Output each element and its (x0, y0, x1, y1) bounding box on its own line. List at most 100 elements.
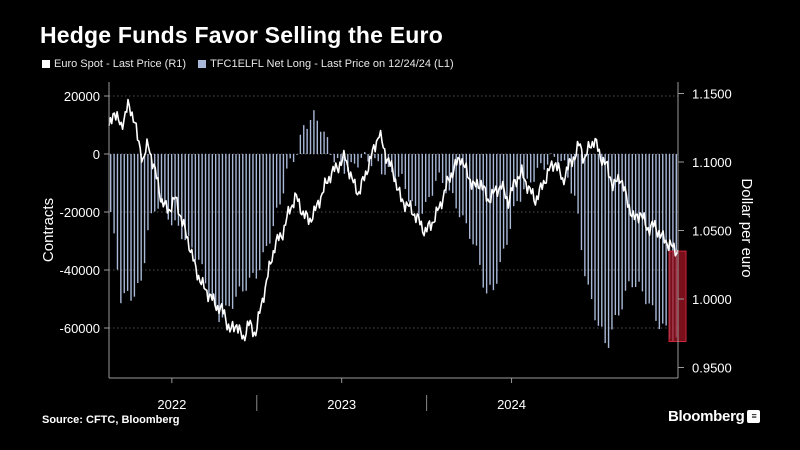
net-long-bar (543, 154, 545, 170)
net-long-bar (194, 154, 197, 261)
net-long-bar (394, 154, 396, 182)
net-long-bar (218, 154, 220, 323)
source-note: Source: CFTC, Bloomberg (42, 414, 180, 426)
net-long-bar (150, 154, 153, 214)
net-long-bar (431, 154, 434, 196)
net-long-bar (292, 154, 295, 163)
net-long-bar (492, 154, 495, 291)
net-long-bar (631, 154, 633, 288)
net-long-bar (211, 154, 213, 297)
left-tick-label: 20000 (64, 89, 100, 104)
left-tick-label: -60000 (60, 321, 100, 336)
net-long-bar (570, 154, 573, 194)
net-long-bar (164, 154, 166, 205)
net-long-bar (672, 154, 674, 342)
net-long-bar (154, 154, 156, 212)
net-long-bar (553, 154, 556, 157)
right-tick-label: 1.0000 (692, 292, 732, 307)
net-long-bar (255, 154, 258, 279)
net-long-bar (523, 154, 525, 190)
net-long-bar (604, 154, 606, 344)
net-long-bar (319, 131, 322, 154)
net-long-bar (208, 154, 210, 296)
net-long-bar (303, 125, 305, 154)
right-tick-label: 1.1500 (692, 87, 732, 102)
net-long-bar (533, 154, 535, 182)
net-long-bar (536, 154, 539, 168)
net-long-bar (614, 154, 617, 316)
net-long-bar (458, 154, 461, 218)
net-long-bar (594, 154, 596, 321)
net-long-bar (275, 154, 278, 208)
net-long-bar (380, 154, 383, 175)
net-long-bar (502, 154, 505, 249)
net-long-bar (336, 154, 339, 159)
net-long-bar (170, 154, 173, 226)
net-long-bar (601, 154, 603, 327)
net-long-bar (167, 154, 169, 220)
net-long-bar (414, 154, 417, 206)
net-long-bar (658, 154, 661, 330)
net-long-bar (550, 153, 552, 154)
left-tick-label: -20000 (60, 205, 100, 220)
net-long-bar (177, 154, 180, 226)
net-long-bar (489, 154, 491, 285)
net-long-bar (326, 137, 329, 154)
net-long-bar (411, 154, 413, 202)
net-long-bar (597, 154, 600, 326)
net-long-bar (296, 154, 298, 155)
net-long-bar (590, 154, 593, 300)
net-long-bar (259, 154, 261, 271)
net-long-bar (618, 154, 620, 316)
legend-label-spot: Euro Spot - Last Price (R1) (54, 58, 187, 70)
net-long-bar (441, 154, 444, 183)
bar-series (110, 110, 677, 348)
net-long-bar (313, 110, 315, 154)
net-long-bar (214, 154, 217, 308)
left-axis-ticks: 20000 0 -20000 -40000 -60000 (60, 89, 109, 336)
net-long-bar (221, 154, 224, 318)
net-long-bar (408, 154, 410, 202)
net-long-bar (333, 154, 335, 163)
net-long-bar (370, 154, 373, 167)
left-axis-label: Contracts (40, 198, 57, 262)
net-long-bar (496, 154, 498, 284)
net-long-bar (123, 154, 125, 294)
net-long-bar (462, 154, 464, 216)
net-long-bar (133, 154, 136, 297)
net-long-bar (347, 154, 349, 172)
chart-title: Hedge Funds Favor Selling the Euro (40, 22, 443, 48)
net-long-bar (675, 154, 677, 338)
net-long-bar (113, 154, 115, 234)
net-long-bar (235, 154, 237, 297)
left-tick-label: -40000 (60, 263, 100, 278)
net-long-bar (472, 154, 474, 245)
net-long-bar (340, 154, 342, 163)
net-long-bar (428, 154, 430, 198)
net-long-bar (350, 154, 352, 163)
net-long-bar (445, 154, 447, 194)
x-axis-ticks: 2022 2023 2024 (157, 378, 526, 412)
net-long-bar (377, 154, 379, 162)
net-long-bar (465, 154, 468, 224)
net-long-bar (184, 154, 186, 241)
axes (108, 82, 679, 379)
net-long-bar (265, 154, 268, 246)
net-long-bar (634, 154, 637, 287)
net-long-bar (641, 154, 644, 292)
left-tick-label: 0 (93, 147, 100, 162)
net-long-bar (126, 154, 129, 291)
net-long-bar (316, 120, 318, 154)
net-long-bar (401, 154, 403, 174)
net-long-bar (438, 154, 440, 173)
net-long-bar (360, 154, 363, 158)
net-long-bar (245, 154, 247, 291)
net-long-bar (160, 154, 163, 204)
net-long-bar (574, 154, 576, 196)
net-long-bar (231, 154, 234, 309)
net-long-bar (397, 154, 400, 177)
net-long-bar (651, 154, 654, 306)
net-long-bar (485, 154, 488, 294)
net-long-bar (269, 154, 271, 244)
